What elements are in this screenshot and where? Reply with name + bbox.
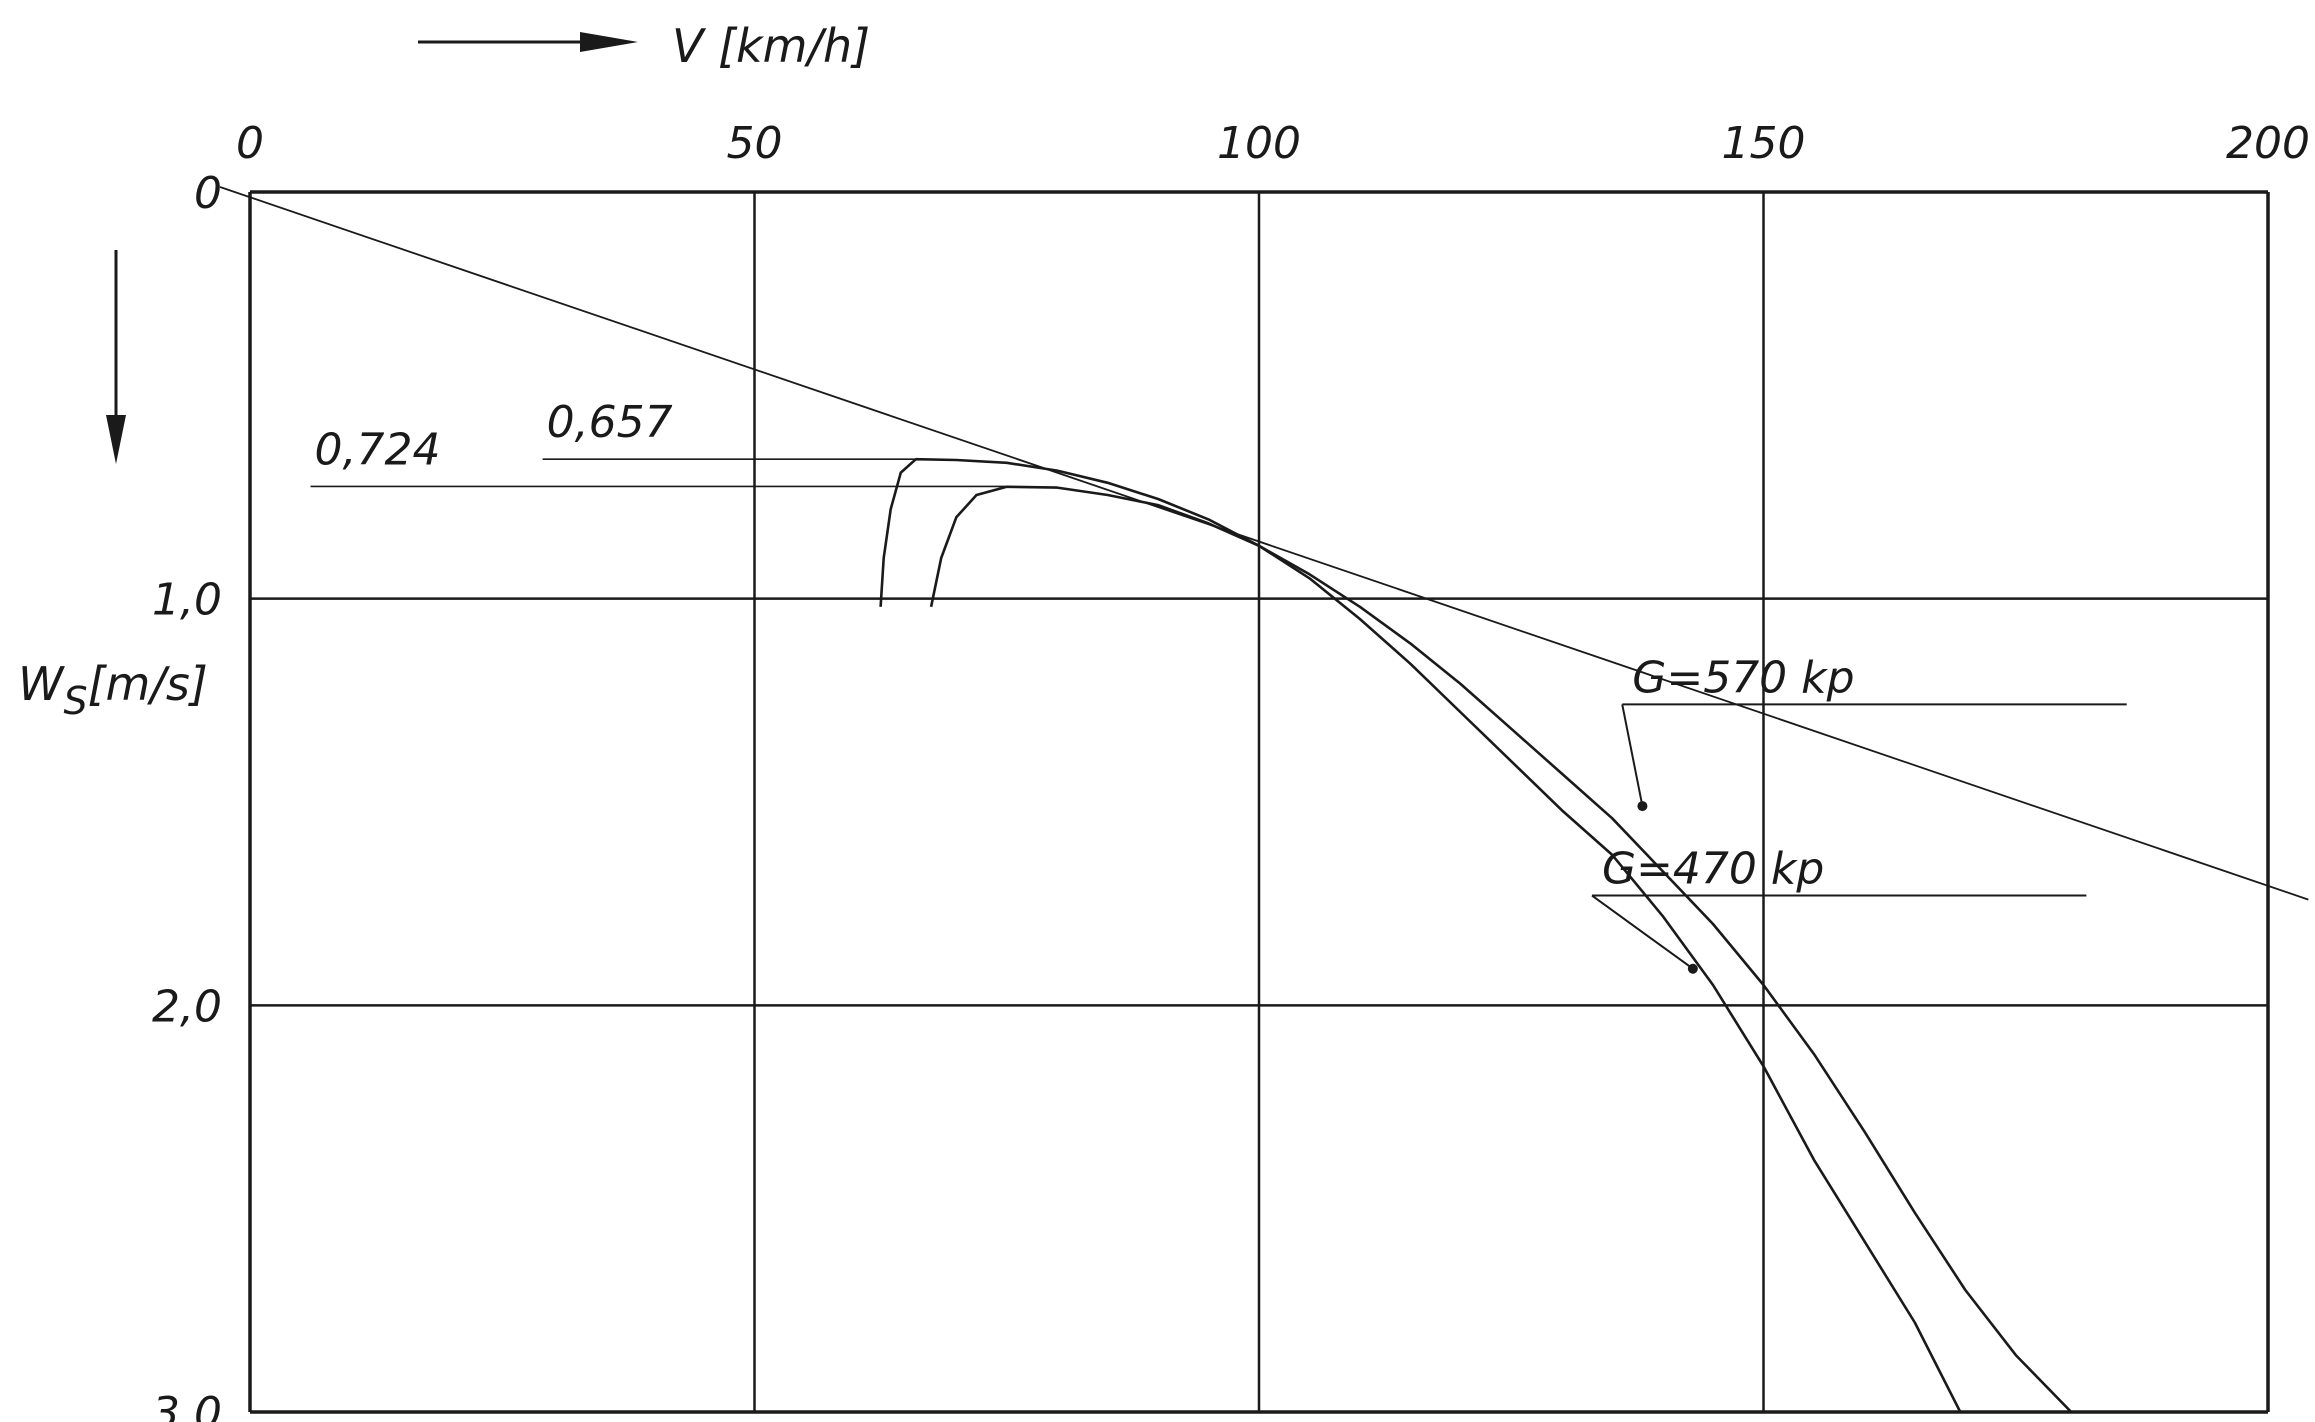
annotation-leader — [1621, 704, 1644, 807]
level-label: 0,657 — [547, 397, 673, 448]
annotation-leader — [1591, 894, 1694, 970]
y-tick-label: 1,0 — [152, 575, 222, 626]
x-tick-label: 0 — [236, 118, 264, 169]
series-line-0 — [879, 457, 1962, 1413]
x-axis-title: V [km/h] — [672, 19, 870, 73]
annotations: G=570 kp G=470 kp — [1591, 652, 2127, 974]
y-axis-title-unit: [m/s] — [88, 657, 208, 711]
y-tick-label: 0 — [194, 168, 222, 219]
series-line-1 — [929, 485, 2073, 1413]
y-axis-arrow-head — [106, 415, 126, 464]
x-axis-title-group: V [km/h] — [418, 19, 870, 73]
x-axis-arrow-head — [580, 32, 638, 52]
x-tick-label: 100 — [1217, 118, 1301, 169]
y-tick-label: 3,0 — [152, 1388, 222, 1422]
y-axis-title: WS[m/s] — [18, 657, 208, 723]
level-label: 0,724 — [315, 424, 441, 475]
y-tick-label: 2,0 — [152, 981, 222, 1032]
tangent-line-group — [219, 186, 2309, 901]
y-axis-title-group: WS[m/s] — [18, 250, 208, 723]
annotation-label: G=570 kp — [1632, 652, 1854, 703]
x-tick-label: 150 — [1722, 118, 1806, 169]
tick-labels: 0 50 100 150 200 0 1,0 2,0 3,0 — [152, 118, 2310, 1422]
x-tick-label: 50 — [727, 118, 783, 169]
gridlines — [250, 192, 2268, 1412]
level-lines: 0,657 0,724 — [310, 397, 1007, 488]
annotation-label: G=470 kp — [1602, 844, 1824, 895]
tangent-line — [219, 186, 2309, 901]
series-lines — [879, 457, 2073, 1413]
y-axis-title-sub: S — [63, 679, 87, 723]
y-axis-title-main: W — [18, 657, 65, 711]
x-tick-label: 200 — [2226, 118, 2310, 169]
